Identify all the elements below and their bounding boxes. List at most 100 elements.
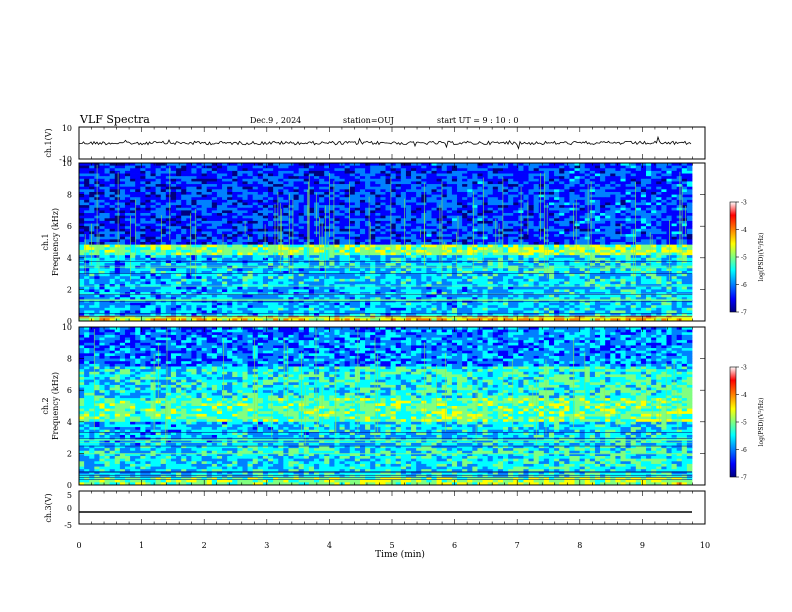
spectrogram-cell — [559, 207, 565, 211]
spectrogram-cell — [416, 202, 422, 206]
spectrogram-cell — [482, 255, 489, 259]
spectrogram-cell — [176, 247, 182, 251]
spectrogram-cell — [119, 189, 126, 193]
spectrogram-cell — [354, 236, 361, 240]
spectrogram-cell — [288, 234, 294, 238]
spectrogram-cell — [313, 247, 320, 251]
spectrogram-cell — [349, 165, 356, 169]
spectrogram-cell — [354, 257, 361, 261]
spectrogram-cell — [344, 178, 351, 182]
spectrogram-cell — [579, 249, 586, 253]
spectrogram-cell — [543, 178, 550, 182]
spectrogram-cell — [385, 260, 392, 264]
spectrogram-cell — [482, 186, 489, 190]
spectrogram-cell — [559, 231, 565, 235]
spectrogram-cell — [308, 213, 315, 217]
spectrogram-cell — [242, 234, 248, 238]
spectrogram-cell — [671, 244, 678, 248]
spectrogram-cell — [273, 194, 279, 198]
spectrogram-cell — [99, 255, 105, 259]
spectrogram-cell — [651, 255, 657, 259]
spectrogram-cell — [502, 163, 509, 167]
spectrogram-cell — [405, 226, 412, 230]
spectrogram-cell — [288, 247, 294, 251]
spectrogram-cell — [457, 228, 463, 232]
spectrogram-cell — [109, 202, 116, 206]
spectrogram-cell — [99, 244, 105, 248]
spectrogram-cell — [686, 252, 693, 256]
spectrogram-cell — [89, 268, 95, 272]
spectrogram-cell — [630, 176, 637, 180]
spectrogram-cell — [405, 210, 412, 214]
spectrogram-cell — [99, 247, 105, 251]
spectrogram-cell — [380, 255, 386, 259]
spectrogram-cell — [344, 191, 351, 195]
spectrogram-cell — [349, 231, 356, 235]
spectrogram-cell — [324, 205, 330, 209]
spectrogram-cell — [569, 199, 575, 203]
spectrogram-cell — [339, 184, 346, 188]
spectrogram-cell — [441, 176, 448, 180]
spectrogram-cell — [482, 252, 489, 256]
spectrogram-cell — [518, 165, 524, 169]
spectrogram-cell — [528, 242, 535, 246]
spectrogram-cell — [487, 181, 494, 185]
spectrogram-cell — [329, 220, 335, 224]
spectrogram-cell — [395, 263, 402, 267]
spectrogram-cell — [242, 244, 248, 248]
spectrogram-cell — [513, 220, 519, 224]
spectrogram-cell — [492, 165, 499, 169]
spectrogram-cell — [293, 260, 300, 264]
spectrogram-cell — [170, 173, 177, 177]
spectrogram-cell — [170, 223, 177, 227]
spectrogram-cell — [293, 163, 300, 167]
spectrogram-cell — [130, 207, 136, 211]
spectrogram-cell — [329, 176, 335, 180]
spectrogram-cell — [528, 199, 535, 203]
spectrogram-cell — [298, 263, 305, 267]
spectrogram-cell — [646, 239, 652, 243]
spectrogram-cell — [416, 234, 422, 238]
spectrogram-cell — [324, 181, 330, 185]
spectrogram-cell — [334, 215, 340, 219]
spectrogram-cell — [395, 213, 402, 217]
spectrogram-cell — [625, 210, 632, 214]
spectrogram-cell — [676, 255, 683, 259]
spectrogram-cell — [191, 218, 197, 222]
spectrogram-cell — [201, 255, 208, 259]
spectrogram-cell — [170, 210, 177, 214]
spectrogram-cell — [462, 199, 468, 203]
spectrogram-cell — [451, 189, 458, 193]
spectrogram-cell — [89, 163, 95, 167]
spectrogram-cell — [145, 163, 151, 167]
spectrogram-cell — [232, 257, 238, 261]
spectrogram-cell — [441, 213, 448, 217]
spectrogram-cell — [278, 186, 284, 190]
spectrogram-cell — [610, 236, 616, 240]
spectrogram-cell — [477, 205, 483, 209]
spectrogram-cell — [651, 226, 657, 230]
spectrogram-cell — [237, 244, 243, 248]
spectrogram-cell — [589, 173, 596, 177]
spectrogram-cell — [405, 202, 412, 206]
spectrogram-cell — [477, 234, 483, 238]
spectrogram-cell — [186, 173, 192, 177]
spectrogram-cell — [497, 257, 504, 261]
spectrogram-cell — [400, 168, 407, 172]
spectrogram-cell — [375, 168, 381, 172]
spectrogram-cell — [365, 163, 371, 167]
spectrogram-cell — [89, 226, 95, 230]
spectrogram-cell — [89, 223, 95, 227]
spectrogram-cell — [441, 255, 448, 259]
spectrogram-cell — [79, 228, 85, 232]
spectrogram-cell — [676, 205, 683, 209]
spectrogram-cell — [395, 202, 402, 206]
spectrogram-cell — [329, 163, 335, 167]
spectrogram-cell — [635, 242, 642, 246]
spectrogram-cell — [554, 234, 560, 238]
spectrogram-cell — [257, 181, 264, 185]
spectrogram-cell — [140, 242, 146, 246]
spectrogram-cell — [344, 173, 351, 177]
spectrogram-cell — [181, 197, 187, 201]
spectrogram-cell — [130, 215, 136, 219]
